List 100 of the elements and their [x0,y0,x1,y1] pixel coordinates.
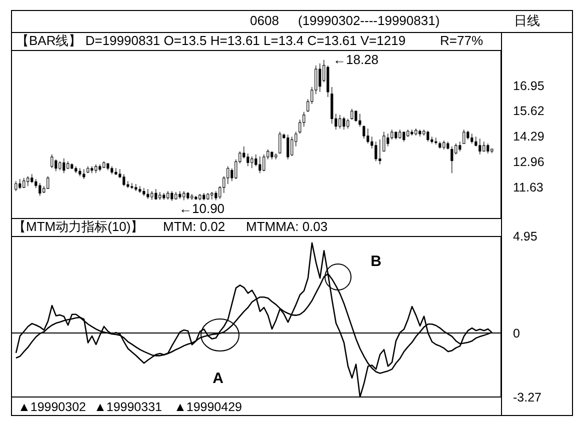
candlestick [318,63,322,92]
candlestick [114,168,118,176]
candlestick [450,146,454,174]
candlestick [342,116,346,130]
text: (19990302----19990831) [298,12,440,28]
candlestick [186,192,190,200]
y-tick-label: 11.63 [513,180,544,194]
candlestick [22,178,26,188]
candlestick [410,129,414,136]
candlestick [178,190,182,200]
candlestick [190,194,194,200]
text: 日线 [514,12,540,28]
candlestick [174,192,178,200]
candlestick [378,139,382,165]
candlestick [94,164,98,174]
candlestick [142,188,146,196]
candlestick [442,140,446,150]
text: MTM: 0.02 [163,218,226,234]
candlestick [438,141,442,149]
candlestick [462,129,466,144]
candlestick [14,180,18,192]
x-tick-label: ▲19990429 [174,400,242,414]
y-tick-label: 12.96 [513,154,544,169]
candlestick [98,164,102,172]
annotation: ←18.28 [333,52,379,68]
text: R=77% [440,32,483,48]
candlestick [50,154,54,168]
candlestick [70,163,74,170]
annotation: B [370,252,382,270]
candlestick [466,130,470,140]
candlestick [426,130,430,142]
candlestick [354,110,358,122]
candlestick [74,166,78,174]
candlestick [26,176,30,186]
candlestick [382,131,386,152]
candlestick [110,166,114,174]
candlestick [78,168,82,176]
candlestick [402,131,406,142]
candlestick [202,192,206,201]
candlestick [270,151,274,160]
annotation: ←10.90 [179,200,225,216]
x-tick-label: ▲19990331 [94,400,162,414]
candlestick [18,178,22,190]
candlestick [250,156,254,168]
candlestick [394,131,398,140]
candlestick [350,108,354,120]
candlestick [166,190,170,200]
candlestick [62,158,66,174]
candlestick [58,161,62,171]
candlestick [198,194,202,201]
candlestick [486,143,490,154]
candlestick [358,113,362,128]
candlestick [482,141,486,152]
candlestick [274,153,278,160]
candlestick [278,131,282,154]
candlestick [258,156,262,174]
annotation: A [212,370,224,388]
candlestick [38,182,42,196]
candlestick [398,129,402,139]
y-tick-label: -3.27 [513,390,542,404]
text: 0608 [250,12,279,28]
candlestick [106,163,110,171]
candlestick [170,190,174,202]
candlestick [286,134,290,160]
text: MTMMA: 0.03 [246,218,328,234]
y-tick-label: 4.95 [513,229,538,244]
candlestick [446,141,450,150]
candlestick [82,168,86,180]
candlestick [86,166,90,174]
chart-title: 【MTM动力指标(10)】 [13,218,144,234]
candlestick [134,184,138,192]
candlestick [458,141,462,152]
candlestick [346,118,350,129]
candlestick [414,128,418,136]
candlestick [146,188,150,200]
candlestick [66,161,70,170]
candlestick [470,133,474,144]
candlestick [162,192,166,200]
candlestick [158,192,162,200]
candlestick [150,190,154,200]
candlestick [138,186,142,194]
y-tick-label: 15.62 [513,104,544,118]
candlestick [102,161,106,168]
candlestick [478,138,482,155]
candlestick [130,182,134,190]
candlestick [46,176,50,190]
candlestick [182,190,186,201]
chart-title: 【BAR线】 D=19990831 O=13.5 H=13.61 L=13.4 C=13.61 V=1219 [16,32,406,48]
y-tick-label: 0 [513,326,520,340]
y-tick-label: 16.95 [513,78,544,93]
candlestick [418,129,422,137]
x-tick-label: ▲19990302 [18,400,86,414]
candlestick [338,114,342,129]
candlestick [210,192,214,200]
y-tick-label: 14.29 [513,130,544,144]
candlestick [154,188,158,200]
candlestick [90,166,94,174]
candlestick [434,137,438,145]
candlestick [194,196,198,200]
candlestick [206,192,210,200]
